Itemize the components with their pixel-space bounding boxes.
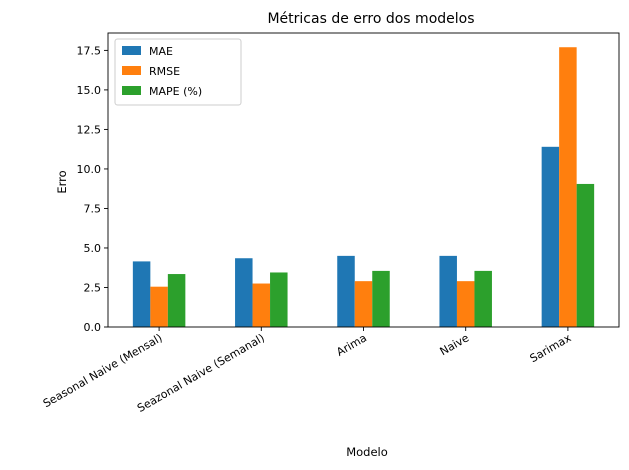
- bar-mape-0: [167, 274, 186, 327]
- y-axis: 0.0 2.5 5.0 7.5 10.0 12.5 15.0 17.5: [77, 44, 108, 334]
- chart-title: Métricas de erro dos modelos: [267, 11, 474, 27]
- legend-box: [114, 38, 242, 106]
- legend-swatch: [122, 66, 141, 75]
- x-tick-label: Arima: [334, 331, 369, 359]
- x-axis-label: Modelo: [346, 445, 388, 459]
- bar-mae-0: [132, 261, 151, 327]
- legend-label: MAPE (%): [149, 85, 202, 98]
- x-tick-label: Sarimax: [528, 331, 574, 365]
- bar-mape-3: [474, 270, 492, 327]
- y-tick-label: 10.0: [77, 163, 102, 176]
- bar-mape-2: [372, 270, 390, 327]
- bar-rmse-1: [252, 283, 271, 327]
- x-tick-label: Naive: [438, 331, 472, 358]
- bar-mape-1: [270, 272, 288, 327]
- y-tick-label: 7.5: [84, 202, 102, 215]
- y-tick-label: 17.5: [77, 44, 102, 57]
- legend-label: RMSE: [149, 65, 180, 78]
- y-tick-label: 12.5: [77, 123, 102, 136]
- bar-rmse-3: [456, 281, 475, 327]
- y-tick-label: 2.5: [84, 281, 102, 294]
- y-tick-label: 0.0: [84, 321, 102, 334]
- bar-mae-2: [337, 255, 355, 327]
- bar-mae-4: [541, 146, 560, 327]
- bar-rmse-4: [559, 47, 577, 327]
- bar-rmse-0: [150, 286, 168, 327]
- plot-area: [107, 32, 620, 328]
- legend-swatch: [122, 86, 141, 95]
- y-axis-label: Erro: [55, 170, 69, 193]
- legend-swatch: [122, 46, 141, 55]
- legend-label: MAE: [149, 45, 173, 58]
- bar-mae-3: [439, 255, 457, 327]
- y-tick-label: 5.0: [84, 242, 102, 255]
- bar-mae-1: [235, 258, 253, 327]
- x-axis: Seasonal Naive (Mensal)Seazonal Naive (S…: [41, 327, 574, 415]
- y-tick-label: 15.0: [77, 84, 102, 97]
- bar-mape-4: [576, 183, 595, 327]
- legend: MAE RMSE MAPE (%): [114, 38, 242, 106]
- bar-rmse-2: [354, 281, 373, 327]
